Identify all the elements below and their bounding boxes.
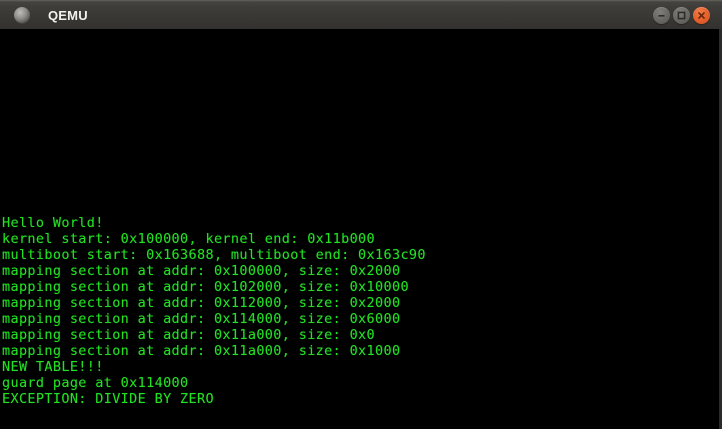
console-line: mapping section at addr: 0x102000, size:…	[2, 279, 409, 295]
close-button[interactable]	[693, 6, 710, 24]
minimize-icon	[657, 11, 666, 20]
console-line: mapping section at addr: 0x114000, size:…	[2, 311, 401, 327]
window-titlebar[interactable]: QEMU	[0, 0, 722, 29]
console-line: guard page at 0x114000	[2, 375, 189, 391]
close-icon	[697, 11, 706, 20]
maximize-button[interactable]	[673, 6, 690, 24]
console-line: Hello World!	[2, 215, 104, 231]
console-output: Hello World! kernel start: 0x100000, kern…	[2, 215, 426, 407]
console-line: mapping section at addr: 0x11a000, size:…	[2, 327, 376, 343]
console-line: EXCEPTION: DIVIDE BY ZERO	[2, 391, 214, 407]
console-line: mapping section at addr: 0x11a000, size:…	[2, 343, 401, 359]
minimize-button[interactable]	[653, 6, 670, 24]
window-controls	[653, 6, 715, 24]
console-line: NEW TABLE!!!	[2, 359, 104, 375]
vm-display-frame: Hello World! kernel start: 0x100000, kern…	[0, 29, 722, 429]
maximize-icon	[677, 11, 686, 20]
qemu-app-icon	[14, 7, 30, 23]
console-line: multiboot start: 0x163688, multiboot end…	[2, 247, 426, 263]
vm-display[interactable]: Hello World! kernel start: 0x100000, kern…	[0, 29, 719, 429]
console-line: kernel start: 0x100000, kernel end: 0x11…	[2, 231, 376, 247]
console-line: mapping section at addr: 0x112000, size:…	[2, 295, 401, 311]
window-title: QEMU	[48, 7, 88, 23]
console-line: mapping section at addr: 0x100000, size:…	[2, 263, 401, 279]
